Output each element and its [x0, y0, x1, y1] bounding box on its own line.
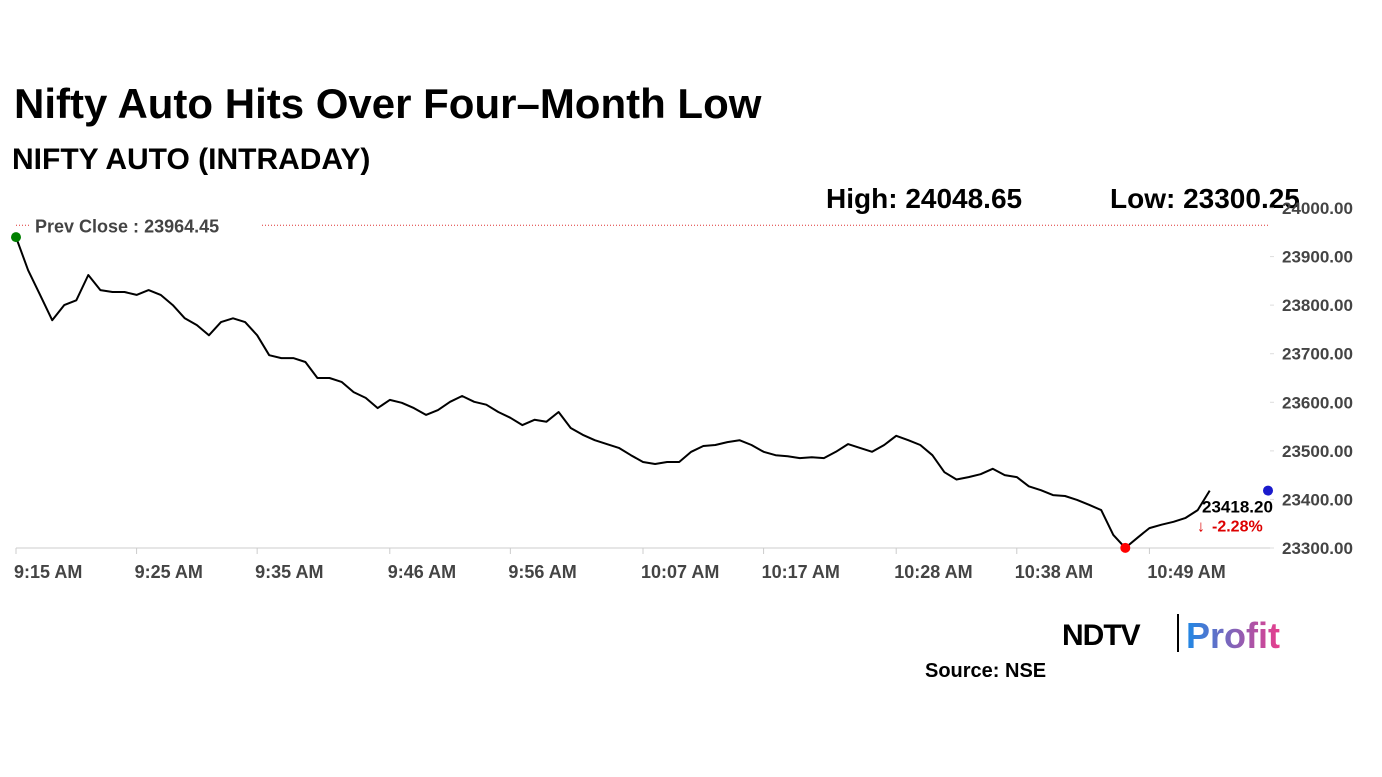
stat-value: 24048.65: [905, 183, 1022, 214]
source: Source: NSE: [925, 660, 1046, 682]
y-tick-label: 23300.00: [1282, 539, 1353, 558]
x-tick-label: 9:35 AM: [255, 562, 323, 582]
y-tick-label: 24000.00: [1282, 199, 1353, 218]
chart-subtitle: NIFTY AUTO (INTRADAY): [12, 143, 370, 176]
change-label: -2.28%: [1212, 519, 1263, 536]
x-tick-label: 10:28 AM: [894, 562, 972, 582]
last-dot: [1263, 485, 1273, 496]
stat-value: 23300.25: [1183, 183, 1300, 214]
y-tick-label: 23500.00: [1282, 442, 1353, 461]
price-line: [15, 236, 1211, 549]
change-arrow: ↓: [1197, 519, 1205, 536]
x-tick-label: 9:15 AM: [14, 562, 82, 582]
stat-label: Low:: [1110, 183, 1175, 214]
x-tick-label: 10:07 AM: [641, 562, 719, 582]
x-tick-label: 10:38 AM: [1015, 562, 1093, 582]
x-tick-label: 10:17 AM: [762, 562, 840, 582]
last-value-label: 23418.20: [1202, 498, 1273, 517]
chart-title: Nifty Auto Hits Over Four–Month Low: [14, 80, 762, 127]
x-tick-label: 10:49 AM: [1147, 562, 1225, 582]
prev-close-bg: [30, 211, 262, 238]
start-dot: [11, 232, 21, 243]
x-tick-label: 9:25 AM: [135, 562, 203, 582]
x-tick-label: 9:46 AM: [388, 562, 456, 582]
y-tick-label: 23400.00: [1282, 490, 1353, 509]
low-stat: Low: 23300.25: [1110, 183, 1300, 214]
y-tick-label: 23600.00: [1282, 393, 1353, 412]
prev-close-text: Prev Close : 23964.45: [35, 216, 219, 236]
y-tick-label: 23700.00: [1282, 345, 1353, 364]
low-dot: [1120, 542, 1131, 553]
x-tick-label: 9:56 AM: [508, 562, 576, 582]
prev-close-value: 23964.45: [144, 216, 219, 236]
high-stat: High: 24048.65: [826, 183, 1022, 214]
prev-close-label: Prev Close :: [35, 216, 139, 236]
logo-right: Profit: [1186, 615, 1280, 656]
y-tick-label: 23800.00: [1282, 296, 1353, 315]
logo-left: NDTV: [1062, 619, 1141, 652]
stat-label: High:: [826, 183, 898, 214]
y-tick-label: 23900.00: [1282, 248, 1353, 267]
